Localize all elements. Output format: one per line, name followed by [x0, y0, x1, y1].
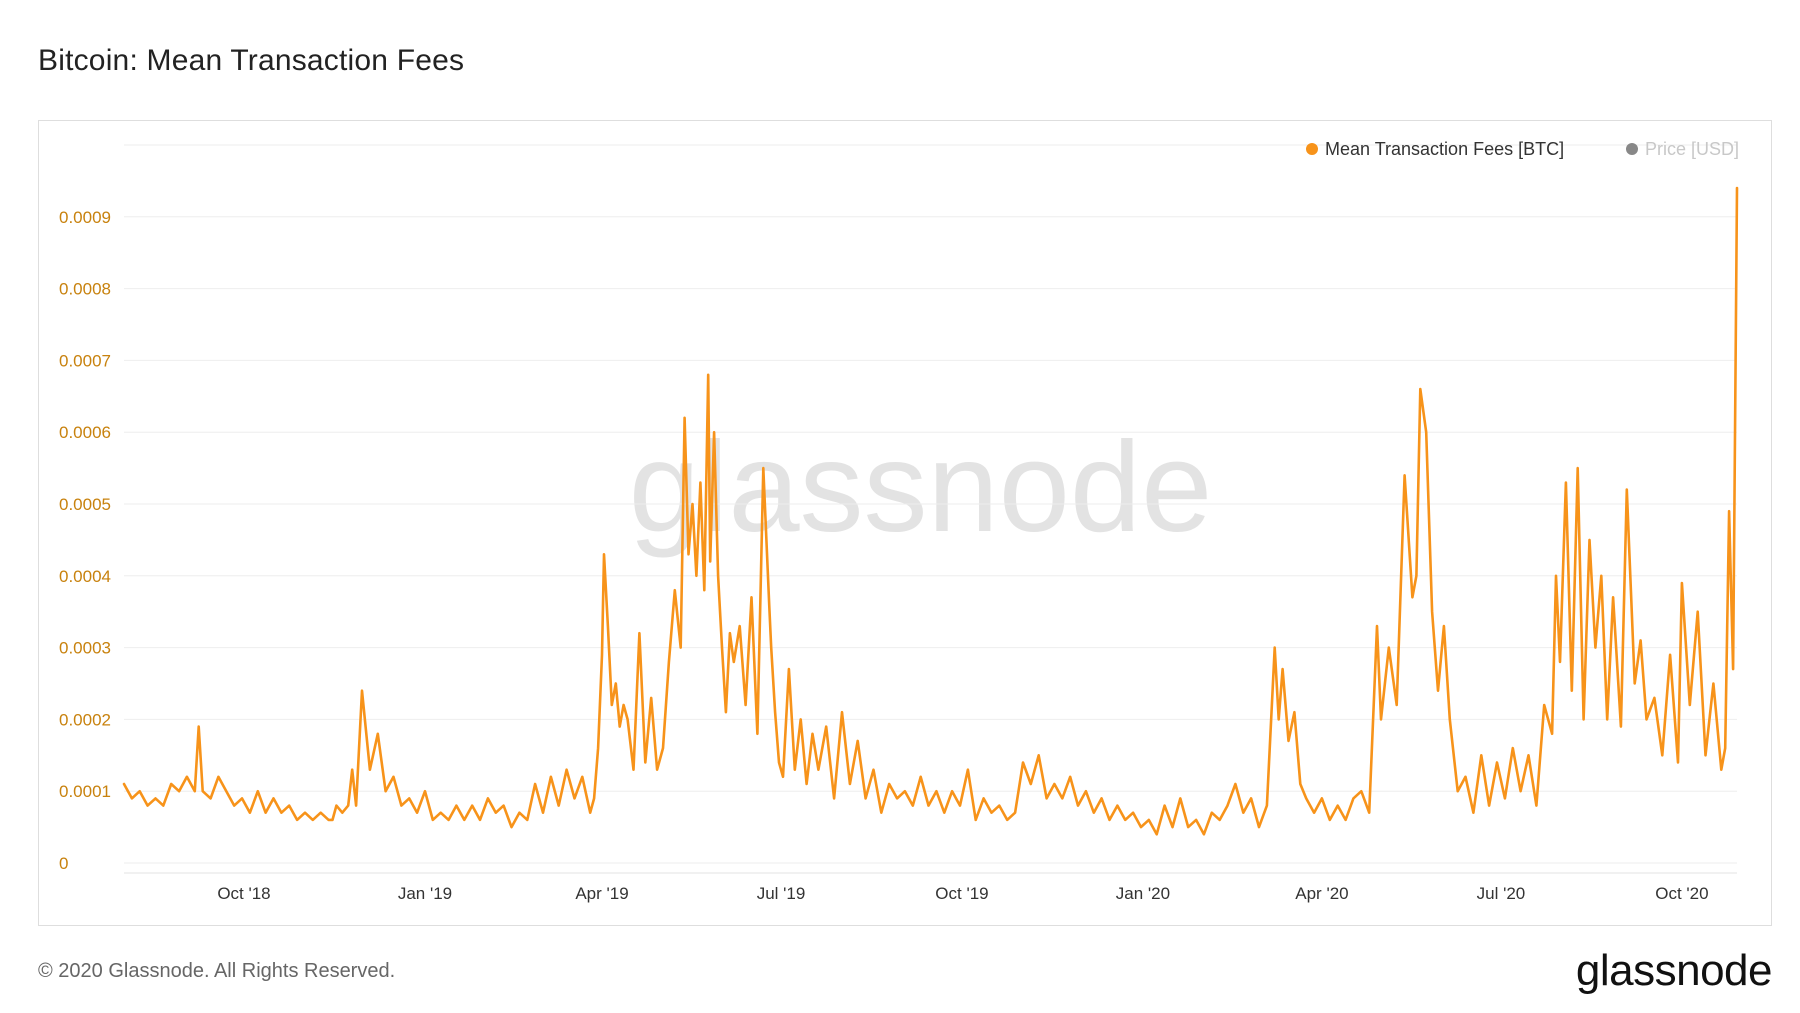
series-line-mean-transaction-fees [122, 186, 1739, 836]
x-tick-label: Oct '20 [1655, 884, 1708, 903]
x-tick-label: Jul '19 [757, 884, 806, 903]
footer-copyright: © 2020 Glassnode. All Rights Reserved. [38, 960, 396, 982]
legend-marker-fees [1306, 143, 1318, 155]
y-tick-label: 0.0004 [59, 567, 111, 586]
x-tick-label: Oct '18 [217, 884, 270, 903]
y-tick-label: 0.0006 [59, 423, 111, 442]
y-tick-label: 0.0001 [59, 782, 111, 801]
chart-title: Bitcoin: Mean Transaction Fees [38, 44, 465, 77]
x-tick-label: Apr '20 [1295, 884, 1348, 903]
legend-marker-price [1626, 143, 1638, 155]
legend-label-fees: Mean Transaction Fees [BTC] [1325, 139, 1564, 159]
x-tick-label: Oct '19 [935, 884, 988, 903]
glassnode-logo: glassnode [1575, 946, 1773, 995]
x-tick-label: Apr '19 [575, 884, 628, 903]
y-tick-label: 0.0009 [59, 208, 111, 227]
x-tick-label: Jul '20 [1477, 884, 1526, 903]
y-tick-label: 0.0008 [59, 280, 111, 299]
legend-label-price: Price [USD] [1645, 139, 1739, 159]
y-tick-label: 0.0002 [59, 710, 111, 729]
y-tick-label: 0 [59, 854, 68, 873]
y-tick-label: 0.0007 [59, 351, 111, 370]
line-chart: glassnode 0 0.0001 0.0002 0.0003 0.0004 0.0005… [59, 139, 1739, 903]
x-tick-label: Jan '20 [1116, 884, 1170, 903]
chart-frame: glassnode 0 0.0001 0.0002 0.0003 0.0004 0.0005… [38, 120, 1772, 926]
y-tick-label: 0.0005 [59, 495, 111, 514]
y-tick-label: 0.0003 [59, 639, 111, 658]
x-tick-label: Jan '19 [398, 884, 452, 903]
watermark: glassnode [629, 416, 1213, 559]
